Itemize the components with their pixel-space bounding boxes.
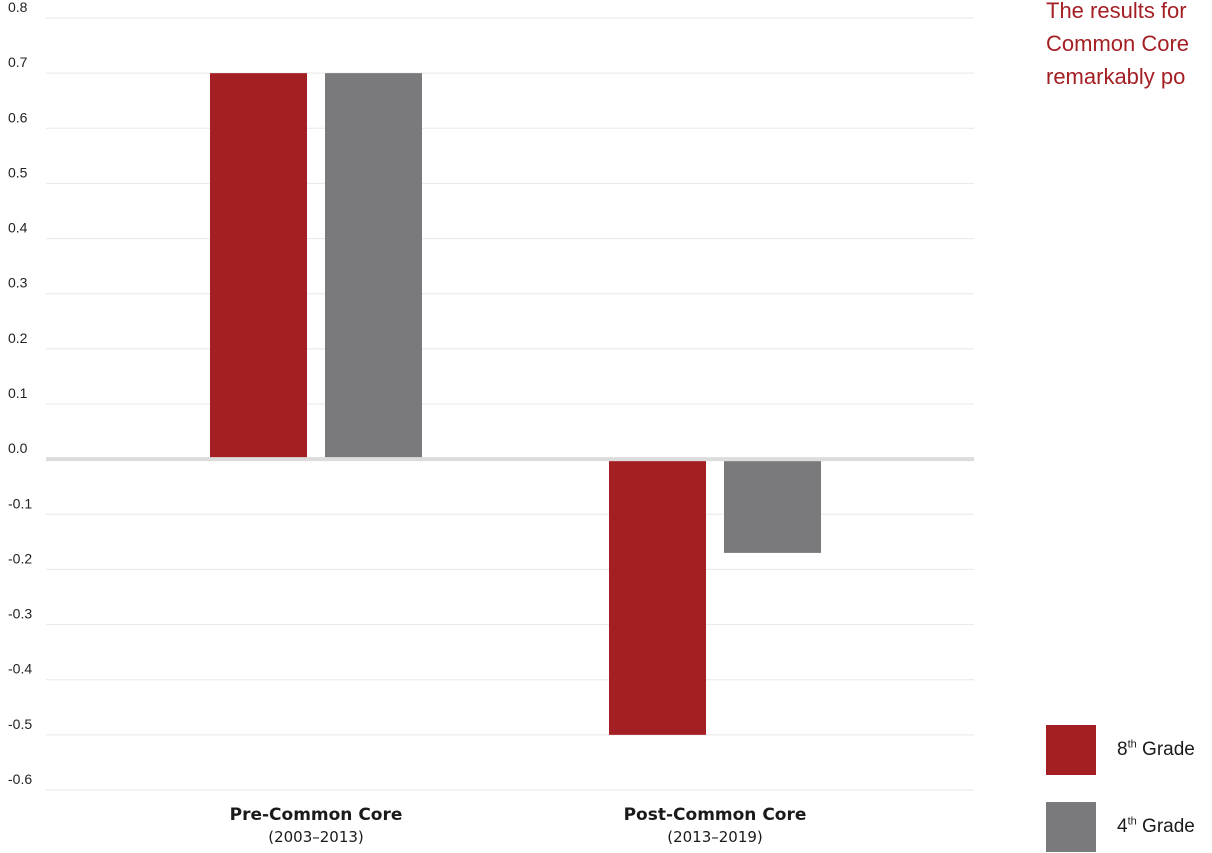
x-category-label: Pre-Common Core: [230, 805, 403, 825]
legend-swatch: [1046, 802, 1096, 852]
y-tick-label: 0.3: [8, 275, 28, 291]
gridlines: [46, 17, 974, 791]
y-tick-label: 0.8: [8, 0, 28, 15]
bar-8th-grade-0: [210, 73, 307, 458]
legend-label: 8th Grade: [1117, 739, 1195, 761]
annotation-line: Common Core: [1046, 31, 1190, 56]
legend-label-suffix: th: [1127, 738, 1137, 751]
legend-item-8th-grade: 8th Grade: [1046, 725, 1195, 775]
bar-4th-grade-1: [724, 461, 821, 553]
legend-item-4th-grade: 4th Grade: [1046, 802, 1195, 852]
annotation-line: remarkably po: [1046, 64, 1186, 89]
legend-label-number: 8: [1117, 739, 1128, 760]
y-tick-label: 0.4: [8, 220, 28, 236]
y-tick-label: -0.5: [8, 716, 32, 732]
y-tick-label: 0.7: [8, 54, 28, 70]
legend-label-text: Grade: [1136, 739, 1195, 760]
legend-label: 4th Grade: [1117, 816, 1195, 838]
bar-4th-grade-0: [325, 73, 422, 458]
y-tick-label: 0.1: [8, 385, 28, 401]
x-axis-categories: Pre-Common Core (2003–2013) Post-Common Co…: [230, 805, 807, 846]
y-tick-label: 0.2: [8, 330, 28, 346]
y-tick-label: -0.6: [8, 771, 32, 787]
legend-swatch: [1046, 725, 1096, 775]
chart-annotation: The results for Common Core remarkably p…: [1046, 0, 1212, 93]
x-category-sublabel: (2003–2013): [268, 828, 364, 846]
y-axis-ticks: 0.8 0.7 0.6 0.5 0.4 0.3 0.2 0.1 0.0 -0.1 -0.2 -0.3 -…: [8, 0, 32, 787]
y-tick-label: -0.4: [8, 661, 32, 677]
x-category-label: Post-Common Core: [624, 805, 807, 825]
y-tick-label: -0.1: [8, 495, 32, 511]
y-tick-label: 0.0: [8, 440, 28, 456]
y-tick-label: -0.3: [8, 606, 32, 622]
legend-label-text: Grade: [1136, 816, 1195, 837]
y-tick-label: -0.2: [8, 550, 32, 566]
annotation-line: The results for: [1046, 0, 1187, 23]
legend-label-suffix: th: [1127, 815, 1137, 828]
x-category-sublabel: (2013–2019): [667, 828, 763, 846]
legend-label-number: 4: [1117, 816, 1128, 837]
bars: [210, 73, 821, 735]
y-tick-label: 0.6: [8, 109, 28, 125]
y-tick-label: 0.5: [8, 164, 28, 180]
bar-8th-grade-1: [609, 461, 706, 735]
